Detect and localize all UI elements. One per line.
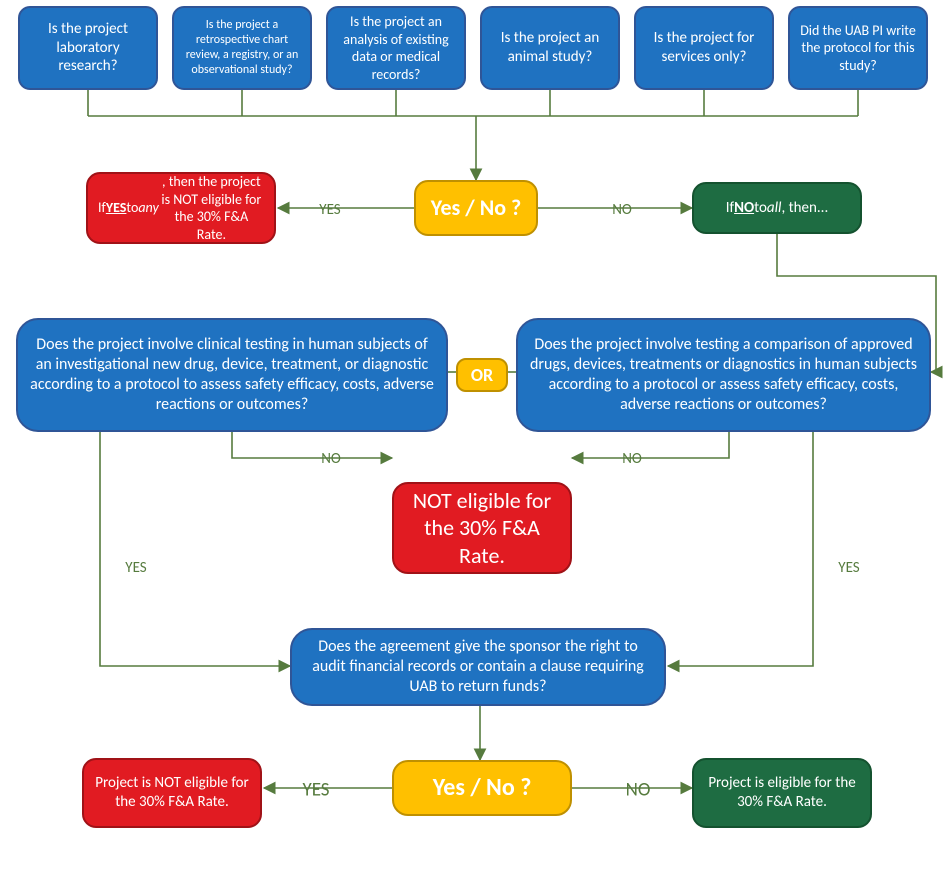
- edge-label-l_yesR: YES: [838, 559, 859, 577]
- node-agree: Does the agreement give the sponsor the …: [290, 628, 666, 706]
- node-clinB: Does the project involve testing a compa…: [516, 318, 931, 432]
- node-greenA: If NO to all, then...: [692, 182, 862, 234]
- edge-label-l_no1: NO: [612, 201, 632, 219]
- node-redA: If YES to any, then the project is NOT e…: [86, 172, 276, 244]
- edge-label-l_yes2: YES: [302, 779, 329, 802]
- node-q4: Is the project an animal study?: [480, 6, 620, 90]
- edge-label-l_noR: NO: [622, 450, 642, 468]
- edge-label-l_yesL: YES: [125, 559, 146, 577]
- node-yn1: Yes / No ?: [414, 180, 538, 236]
- connector-12: [572, 432, 729, 458]
- flowchart-canvas: Is the project laboratory research?Is th…: [0, 0, 947, 870]
- node-yn2: Yes / No ?: [392, 760, 572, 816]
- node-q2: Is the project a retrospective chart rev…: [172, 6, 312, 90]
- connector-13: [100, 432, 290, 666]
- connectors-layer: [0, 0, 947, 870]
- node-or: OR: [456, 358, 508, 392]
- node-greenB: Project is eligible for the 30% F&A Rate…: [692, 758, 872, 828]
- node-clinA: Does the project involve clinical testin…: [16, 318, 448, 432]
- node-redC: Project is NOT eligible for the 30% F&A …: [82, 758, 262, 828]
- connector-11: [232, 432, 392, 458]
- connector-14: [668, 432, 813, 666]
- node-q6: Did the UAB PI write the protocol for th…: [788, 6, 928, 90]
- node-q5: Is the project for services only?: [634, 6, 774, 90]
- node-q1: Is the project laboratory research?: [18, 6, 158, 90]
- node-redB: NOT eligible for the 30% F&A Rate.: [392, 482, 572, 574]
- edge-label-l_noL: NO: [321, 450, 341, 468]
- edge-label-l_yes1: YES: [319, 201, 340, 219]
- node-q3: Is the project an analysis of existing d…: [326, 6, 466, 90]
- edge-label-l_no2: NO: [626, 779, 651, 802]
